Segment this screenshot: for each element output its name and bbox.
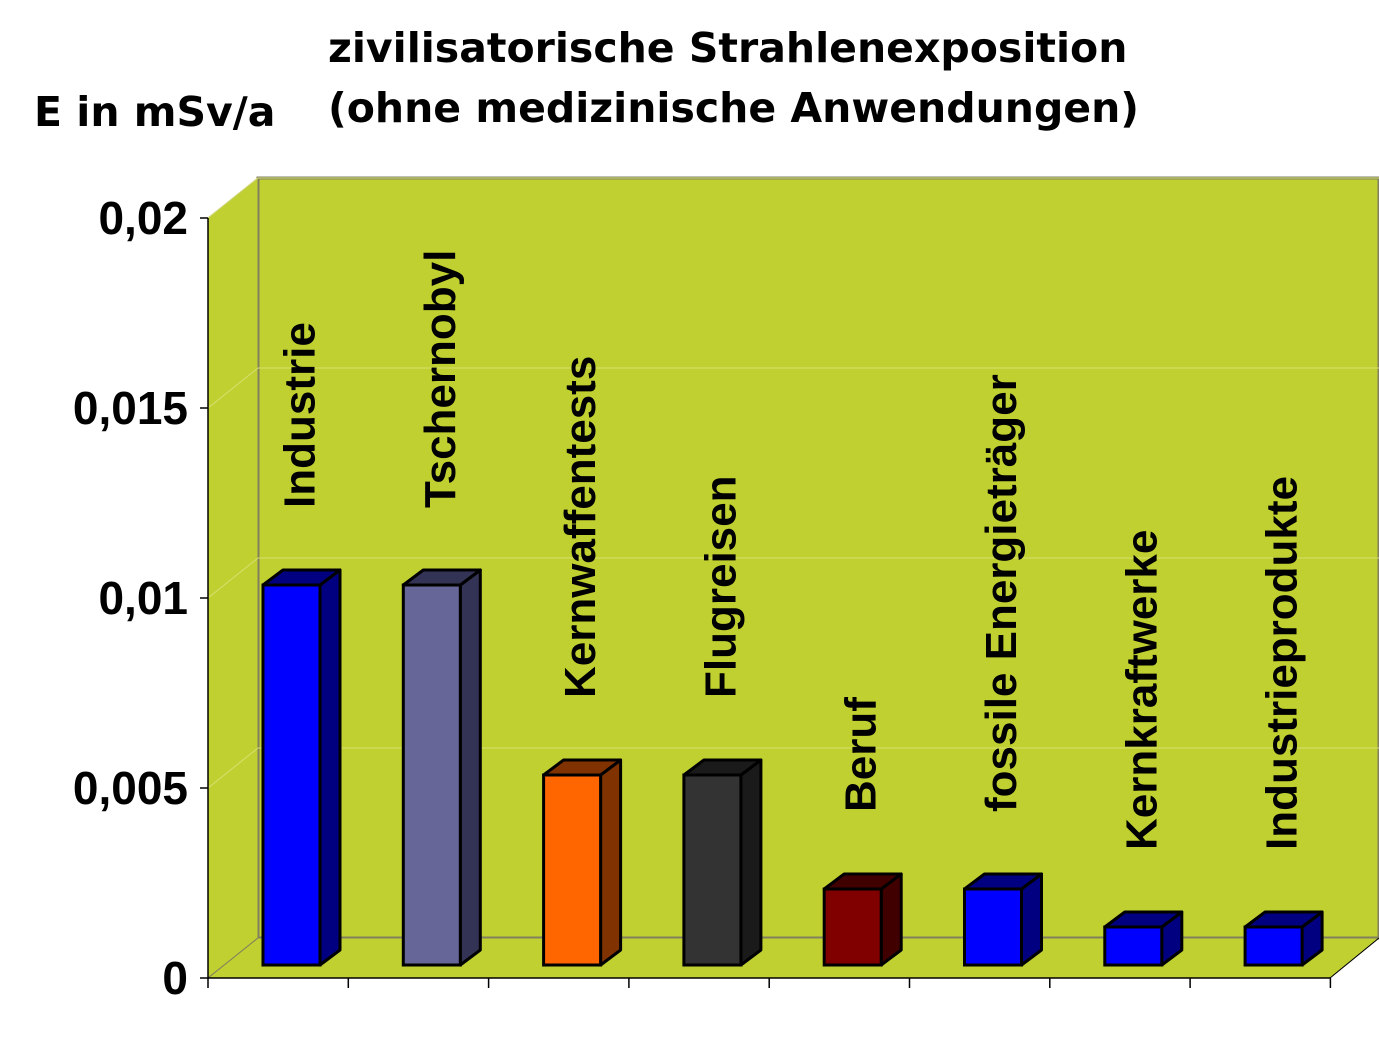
bar [401,568,482,967]
bar [963,872,1043,967]
bar [261,568,342,967]
bar-side [318,568,342,967]
bar [1103,910,1184,967]
category-label: Industrieprodukte [1258,476,1307,850]
bar-front [1243,925,1304,967]
category-label: Kernwaffentests [556,356,605,698]
category-label: Industrie [276,322,325,508]
bar-front [682,773,743,967]
bar-front [261,583,322,967]
floor [206,937,1379,979]
chart-title: zivilisatorische Strahlenexposition [328,24,1128,72]
x-axis-depth [1329,937,1379,979]
bar-side [458,568,482,967]
gridline-side [207,557,259,599]
y-tick-label: 0,01 [98,572,188,624]
bar [682,758,763,967]
bar [822,872,903,967]
y-tick-label: 0 [162,952,188,1004]
y-tick-label: 0,015 [73,382,188,434]
bar-front [963,887,1023,967]
category-label: Flugreisen [696,476,745,699]
bar-side [599,758,623,967]
bar-front [1103,925,1164,967]
category-label: Kernkraftwerke [1117,530,1166,850]
gridline-side [207,367,259,409]
bar [1243,910,1324,967]
bar-front [542,773,603,967]
bar-side [739,758,763,967]
y-tick-label: 0,005 [73,762,188,814]
bar [542,758,623,967]
category-label: Beruf [837,697,886,812]
gridline-side [207,747,259,789]
y-axis-label: E in mSv/a [34,88,276,136]
gridline-side [207,177,259,219]
category-label: fossile Energieträger [977,374,1026,812]
category-label: Tschernobyl [416,250,465,508]
bar-front [822,887,883,967]
y-tick-label: 0,02 [98,192,188,244]
bar-front [401,583,462,967]
chart-subtitle: (ohne medizinische Anwendungen) [328,84,1140,132]
